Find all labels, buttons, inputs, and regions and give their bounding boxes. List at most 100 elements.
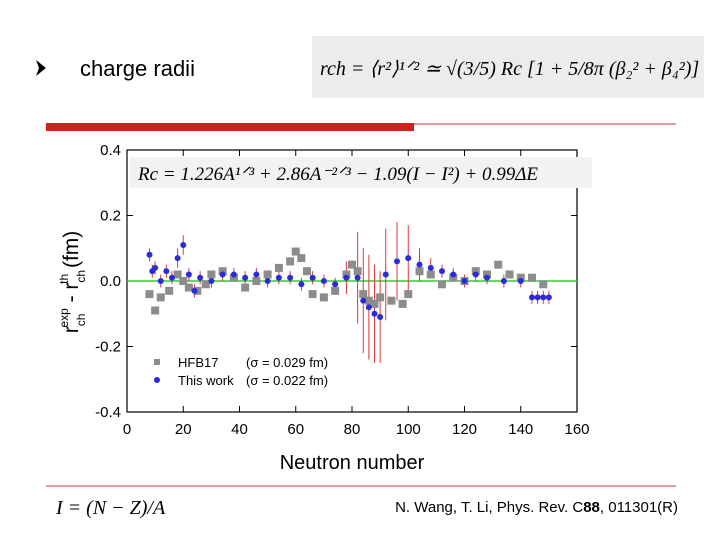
point — [404, 290, 413, 299]
point — [208, 278, 215, 284]
point — [218, 267, 227, 276]
point — [353, 267, 362, 276]
point — [364, 296, 373, 305]
point — [229, 273, 238, 282]
formula-i: I = (N − Z)/A — [55, 497, 166, 519]
y-tick-label: 0.4 — [100, 142, 121, 159]
point — [471, 267, 480, 276]
point — [348, 260, 356, 269]
point — [472, 271, 479, 278]
point — [371, 310, 378, 317]
point — [286, 257, 295, 266]
point — [174, 255, 181, 262]
point — [461, 278, 468, 284]
point — [439, 268, 445, 275]
point — [291, 247, 300, 256]
point — [253, 271, 260, 278]
x-tick-label: 20 — [175, 421, 192, 438]
point — [275, 274, 282, 281]
y-tick-label: -0.4 — [95, 404, 121, 421]
point — [426, 270, 435, 279]
point — [370, 299, 379, 308]
y-label-part: r — [60, 326, 83, 333]
point — [309, 274, 316, 281]
point — [360, 297, 367, 304]
point — [241, 283, 250, 292]
point — [540, 294, 547, 301]
point — [387, 296, 396, 305]
point — [415, 267, 424, 276]
point — [382, 271, 389, 278]
point — [516, 273, 525, 282]
x-tick-label: 140 — [508, 421, 533, 438]
point — [180, 241, 187, 248]
point — [438, 280, 446, 289]
y-label-part: ch — [74, 270, 88, 283]
point — [145, 290, 154, 299]
plot: 0 20 40 60 80 100 120 140 160 -0.4 -0.2 0.0 0.2 0.4 HF… — [95, 142, 589, 438]
point — [303, 267, 311, 276]
point — [207, 270, 216, 279]
y-tick-label: -0.2 — [95, 339, 121, 356]
x-tick-label: 100 — [396, 421, 421, 438]
point — [219, 271, 226, 278]
point — [450, 271, 457, 278]
point — [320, 278, 327, 284]
point — [332, 281, 339, 288]
point — [528, 273, 536, 282]
point — [534, 294, 541, 301]
point — [230, 271, 237, 278]
x-tick-label: 80 — [344, 421, 361, 438]
point — [191, 287, 198, 294]
point — [185, 271, 192, 278]
point — [354, 274, 361, 281]
x-tick-label: 40 — [231, 421, 248, 438]
point — [427, 264, 434, 271]
point — [297, 254, 306, 263]
point — [539, 280, 548, 289]
point — [342, 270, 351, 279]
formula-top: rch = ⟨r²⟩¹ᐟ² ≃ √(3/5) Rc [1 + 5/8π (β₂²… — [320, 58, 699, 80]
point — [505, 270, 514, 279]
point — [263, 270, 272, 279]
x-tick-label: 120 — [452, 421, 477, 438]
y-label-part: - r — [60, 283, 83, 309]
point — [163, 268, 170, 275]
x-tick-label: 0 — [123, 421, 131, 438]
point — [398, 299, 407, 308]
point — [151, 306, 160, 315]
point — [517, 278, 524, 284]
point — [157, 278, 164, 284]
point — [483, 270, 491, 279]
point — [152, 264, 159, 271]
point — [274, 263, 283, 272]
point — [449, 273, 458, 282]
citation-text: , 011301(R) — [600, 499, 678, 516]
point — [197, 274, 204, 281]
point — [201, 280, 210, 289]
point — [319, 293, 328, 302]
point — [242, 274, 249, 281]
citation-text: N. Wang, T. Li, Phys. Rev. C — [395, 499, 583, 516]
point — [365, 304, 372, 311]
point — [494, 260, 503, 269]
point — [264, 278, 271, 284]
y-label-part: (fm) — [60, 231, 83, 274]
point — [500, 278, 507, 284]
formula-box — [312, 36, 704, 98]
point — [359, 290, 368, 299]
y-label-part: exp — [57, 308, 71, 328]
formula-rc-box — [130, 157, 592, 188]
point — [146, 251, 153, 258]
legend-label: This work — [178, 373, 234, 388]
point — [416, 261, 423, 268]
point — [184, 283, 193, 292]
legend-sigma: (σ = 0.029 fm) — [246, 355, 328, 370]
x-tick-label: 160 — [564, 421, 589, 438]
point — [169, 274, 175, 281]
point — [484, 274, 490, 281]
y-tick-label: 0.2 — [100, 208, 121, 225]
point — [173, 270, 182, 279]
point — [252, 277, 261, 285]
